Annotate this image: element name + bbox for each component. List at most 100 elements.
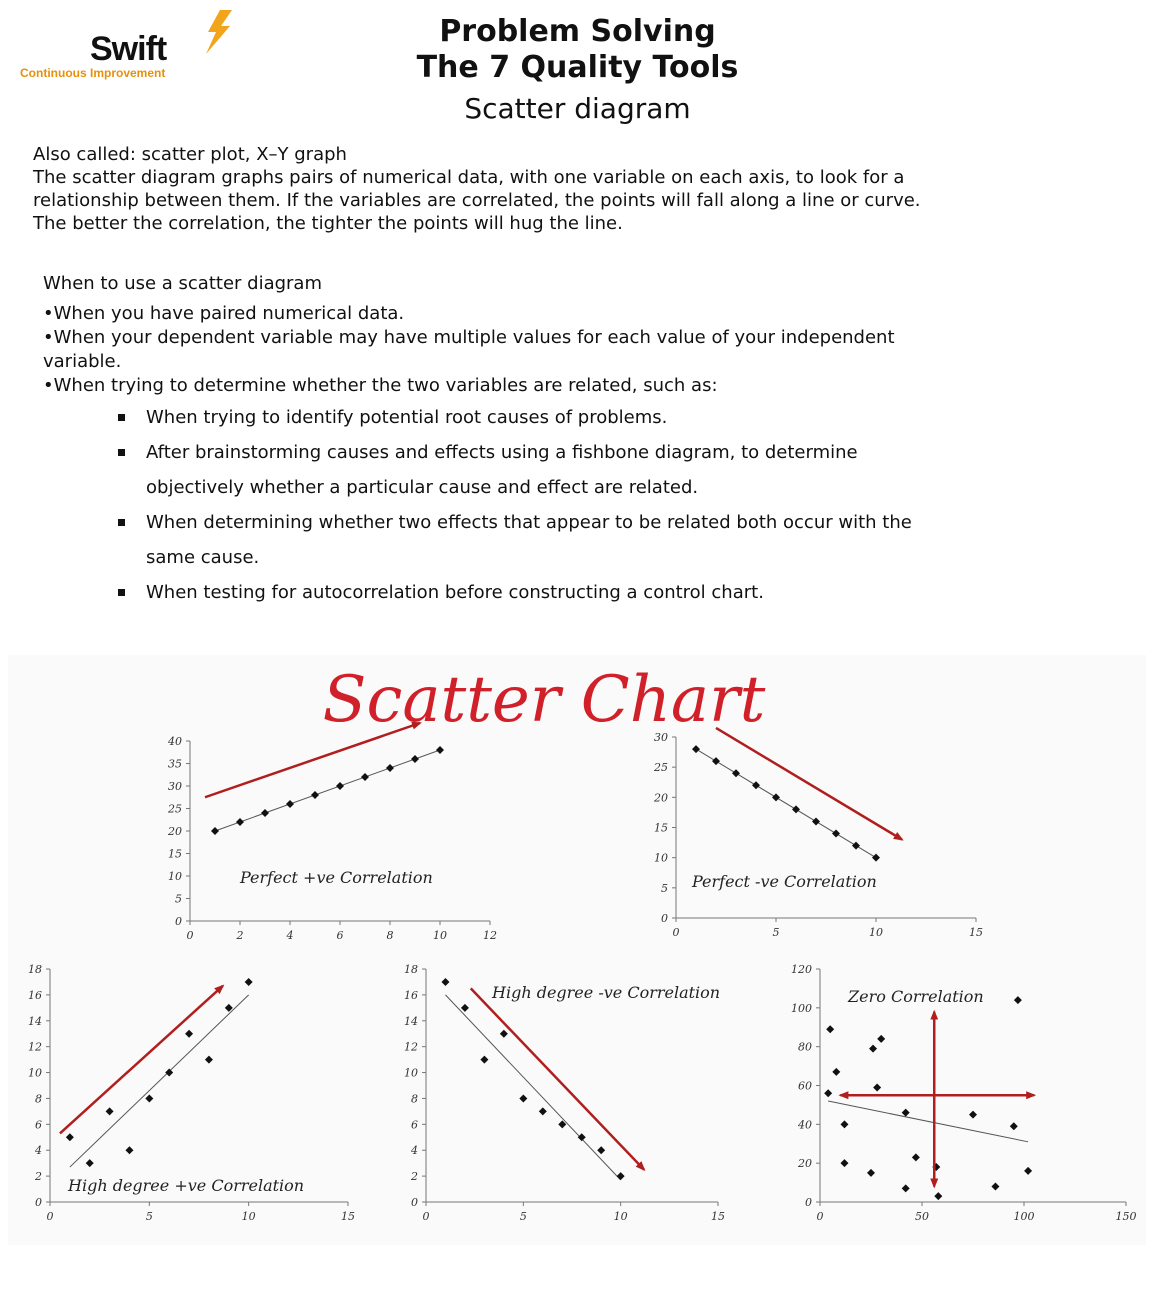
x-tick-label: 15 bbox=[711, 1210, 725, 1223]
data-point bbox=[261, 809, 269, 817]
page-subtitle: Scatter diagram bbox=[464, 92, 691, 125]
data-point bbox=[244, 977, 253, 986]
data-point bbox=[840, 1120, 849, 1129]
y-tick-label: 0 bbox=[35, 1196, 42, 1209]
data-point bbox=[236, 818, 244, 826]
y-tick-label: 80 bbox=[798, 1041, 812, 1054]
y-tick-label: 18 bbox=[404, 963, 418, 976]
intro-line: relationship between them. If the variab… bbox=[33, 190, 921, 211]
data-point bbox=[872, 853, 880, 862]
data-point bbox=[852, 841, 860, 850]
data-point bbox=[1013, 996, 1022, 1005]
y-tick-label: 4 bbox=[34, 1144, 42, 1157]
y-tick-label: 30 bbox=[654, 731, 668, 744]
data-point bbox=[125, 1146, 134, 1155]
when-to-use-section: When to use a scatter diagram •When you … bbox=[43, 272, 1123, 398]
y-tick-label: 20 bbox=[653, 791, 668, 804]
data-point bbox=[772, 793, 780, 802]
trend-line bbox=[214, 749, 441, 832]
data-point bbox=[911, 1153, 920, 1162]
chart-label: High degree +ve Correlation bbox=[67, 1176, 304, 1195]
also-called: Also called: scatter plot, X–Y graph bbox=[33, 144, 347, 165]
y-tick-label: 15 bbox=[168, 848, 182, 861]
x-tick-label: 8 bbox=[387, 929, 394, 942]
y-tick-label: 25 bbox=[653, 761, 668, 774]
chart-label: Perfect -ve Correlation bbox=[691, 872, 877, 891]
sub-bullet: When testing for autocorrelation before … bbox=[118, 575, 1098, 610]
data-point bbox=[824, 1089, 833, 1098]
logo-word: Swift bbox=[90, 30, 167, 68]
y-tick-label: 0 bbox=[175, 915, 182, 928]
data-point bbox=[869, 1044, 878, 1053]
data-point bbox=[105, 1107, 114, 1116]
x-tick-label: 10 bbox=[242, 1210, 256, 1223]
x-tick-label: 0 bbox=[673, 926, 680, 939]
x-tick-label: 50 bbox=[915, 1210, 929, 1223]
intro-line: The scatter diagram graphs pairs of nume… bbox=[33, 167, 905, 188]
data-point bbox=[165, 1068, 174, 1077]
x-tick-label: 5 bbox=[146, 1210, 153, 1223]
data-point bbox=[286, 800, 294, 808]
sub-bullet-continuation: same cause. bbox=[146, 547, 260, 568]
x-tick-label: 0 bbox=[817, 1210, 824, 1223]
y-tick-label: 0 bbox=[805, 1196, 812, 1209]
page-title-line2: The 7 Quality Tools bbox=[416, 50, 739, 85]
data-point bbox=[873, 1083, 882, 1092]
data-point bbox=[792, 805, 800, 814]
y-tick-label: 15 bbox=[654, 822, 668, 835]
data-point bbox=[519, 1094, 528, 1103]
data-point bbox=[597, 1146, 606, 1155]
trend-arrow bbox=[469, 987, 646, 1172]
y-tick-label: 2 bbox=[34, 1170, 42, 1183]
data-point bbox=[311, 791, 319, 799]
y-tick-label: 10 bbox=[168, 870, 182, 883]
x-tick-label: 12 bbox=[483, 929, 497, 942]
data-point bbox=[204, 1055, 213, 1064]
data-point bbox=[460, 1003, 469, 1012]
x-tick-label: 10 bbox=[869, 926, 883, 939]
y-tick-label: 0 bbox=[661, 912, 668, 925]
x-tick-label: 0 bbox=[187, 929, 194, 942]
y-tick-label: 20 bbox=[167, 825, 182, 838]
y-tick-label: 8 bbox=[35, 1092, 42, 1105]
data-point bbox=[185, 1029, 194, 1038]
data-point bbox=[969, 1110, 977, 1119]
x-tick-label: 10 bbox=[433, 929, 447, 942]
scatter-charts-svg: Scatter Chart 0 2 4 6 8 10 120510152025303540P… bbox=[28, 663, 1137, 1223]
y-tick-label: 5 bbox=[661, 882, 668, 895]
data-point bbox=[901, 1108, 910, 1117]
y-tick-label: 8 bbox=[411, 1092, 418, 1105]
x-tick-label: 15 bbox=[341, 1210, 355, 1223]
y-tick-label: 16 bbox=[28, 989, 42, 1002]
y-tick-label: 18 bbox=[28, 963, 42, 976]
sub-bullet: After brainstorming causes and effects u… bbox=[118, 435, 1098, 470]
swift-logo: Swift Continuous Improvement bbox=[18, 10, 238, 82]
y-tick-label: 14 bbox=[28, 1015, 42, 1028]
logo-tagline: Continuous Improvement bbox=[20, 66, 166, 80]
data-point bbox=[1009, 1122, 1018, 1131]
trend-line bbox=[445, 994, 622, 1181]
when-item: variable. bbox=[43, 351, 122, 372]
when-item: •When you have paired numerical data. bbox=[43, 303, 405, 324]
scatter-chart-figure: Scatter Chart 0 2 4 6 8 10 12 0 5 10 15 20 25 30 35 40 P… bbox=[8, 655, 1146, 1245]
y-tick-label: 6 bbox=[411, 1118, 418, 1131]
data-point bbox=[832, 1067, 841, 1076]
figure-title: Scatter Chart bbox=[323, 663, 766, 737]
data-point bbox=[499, 1029, 508, 1038]
data-point bbox=[145, 1094, 154, 1103]
intro-paragraph: Also called: scatter plot, X–Y graph The… bbox=[33, 143, 1133, 235]
trend-arrow bbox=[715, 726, 904, 841]
y-tick-label: 0 bbox=[411, 1196, 418, 1209]
sub-bullet-list: When trying to identify potential root c… bbox=[118, 400, 1098, 610]
x-tick-label: 0 bbox=[423, 1210, 430, 1223]
trend-line bbox=[695, 748, 877, 859]
trend-arrow bbox=[59, 984, 225, 1135]
lightning-bolt-icon bbox=[206, 10, 232, 54]
x-tick-label: 0 bbox=[47, 1210, 54, 1223]
data-point bbox=[877, 1034, 886, 1043]
y-tick-label: 4 bbox=[410, 1144, 418, 1157]
y-tick-label: 120 bbox=[791, 963, 812, 976]
y-tick-label: 2 bbox=[410, 1170, 418, 1183]
intro-line: The better the correlation, the tighter … bbox=[33, 213, 623, 234]
x-tick-label: 10 bbox=[614, 1210, 628, 1223]
